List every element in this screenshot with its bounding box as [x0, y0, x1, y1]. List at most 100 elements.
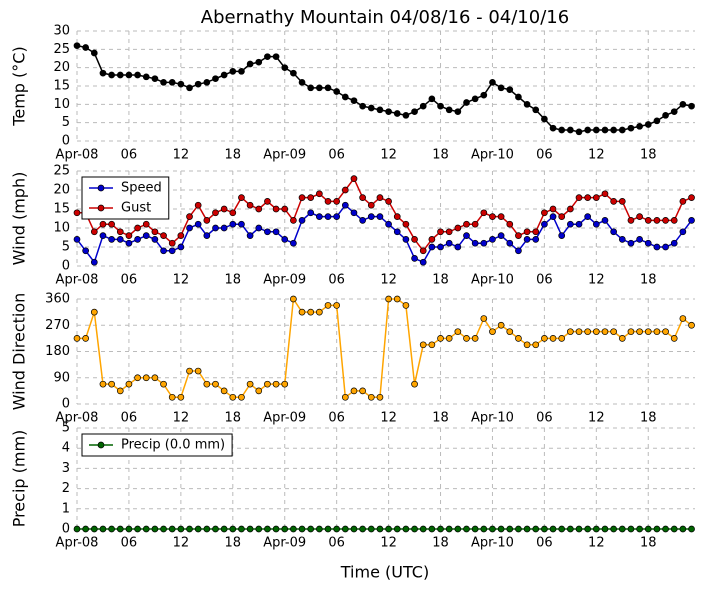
x-tick-label: Apr-08	[56, 411, 99, 426]
data-point	[316, 213, 323, 220]
data-point	[316, 84, 323, 92]
data-point	[636, 525, 643, 533]
x-tick-label: 18	[432, 536, 449, 551]
data-point	[324, 525, 332, 533]
data-point	[644, 328, 652, 336]
data-point	[618, 198, 626, 205]
data-point	[679, 315, 687, 322]
data-point	[523, 100, 531, 108]
data-point	[653, 328, 661, 336]
data-point	[670, 525, 678, 533]
data-point	[688, 321, 695, 329]
data-point	[246, 380, 254, 388]
data-point	[471, 525, 479, 533]
data-point	[636, 328, 643, 336]
x-tick-label: 18	[225, 411, 242, 426]
y-tick-label: 5	[62, 115, 70, 130]
data-point	[264, 525, 271, 533]
data-point	[644, 217, 652, 224]
data-point	[264, 228, 271, 236]
data-point	[679, 198, 687, 205]
data-point	[142, 525, 150, 533]
data-point	[194, 220, 202, 228]
data-point	[324, 84, 332, 92]
data-point	[99, 220, 107, 228]
data-point	[350, 387, 358, 395]
data-point	[428, 525, 436, 533]
data-point	[497, 321, 505, 329]
data-point	[99, 232, 107, 239]
data-point	[393, 110, 401, 117]
x-tick-label: 12	[588, 273, 605, 288]
data-point	[290, 69, 297, 77]
data-point	[592, 220, 600, 228]
data-point	[445, 239, 453, 247]
data-point	[82, 525, 90, 533]
data-point	[393, 213, 401, 220]
data-point	[627, 239, 635, 247]
data-point	[567, 205, 574, 213]
data-point	[203, 232, 211, 239]
data-point	[307, 308, 315, 316]
data-point	[73, 236, 81, 243]
data-point	[151, 236, 159, 243]
data-point	[229, 220, 237, 228]
data-point	[298, 308, 306, 316]
x-tick-label: Apr-10	[471, 148, 514, 163]
data-point	[168, 239, 176, 247]
data-point	[341, 393, 349, 401]
data-point	[497, 213, 505, 220]
data-point	[142, 73, 150, 81]
data-point	[376, 393, 384, 401]
data-point	[532, 236, 540, 243]
data-point	[385, 525, 392, 533]
x-tick-label: Apr-09	[263, 536, 306, 551]
data-point	[489, 236, 496, 243]
data-point	[212, 75, 219, 83]
data-point	[662, 243, 669, 251]
data-point	[255, 58, 263, 66]
data-point	[428, 236, 436, 243]
data-point	[316, 308, 323, 316]
data-point	[116, 228, 124, 236]
data-point	[272, 205, 280, 213]
data-point	[116, 71, 124, 79]
data-point	[316, 190, 323, 198]
data-point	[203, 78, 211, 86]
x-tick-label: 12	[173, 536, 190, 551]
data-point	[437, 228, 444, 236]
data-point	[212, 209, 219, 217]
data-point	[142, 232, 150, 239]
data-point	[419, 341, 427, 349]
data-point	[134, 224, 141, 232]
x-tick-label: 18	[432, 273, 449, 288]
data-point	[558, 126, 566, 134]
data-point	[627, 217, 635, 224]
data-point	[272, 380, 280, 388]
y-tick-label: 15	[53, 202, 70, 217]
x-tick-label: 06	[328, 273, 345, 288]
data-point	[549, 335, 557, 342]
data-point	[376, 106, 384, 114]
data-point	[73, 335, 81, 342]
data-point	[220, 205, 228, 213]
y-tick-label: 0	[62, 259, 70, 274]
data-point	[238, 194, 245, 201]
data-point	[653, 243, 661, 251]
data-point	[480, 239, 488, 247]
data-point	[142, 220, 150, 228]
data-point	[168, 393, 176, 401]
data-point	[454, 224, 462, 232]
data-point	[134, 236, 141, 243]
data-point	[463, 220, 470, 228]
legend-marker	[97, 204, 105, 212]
x-tick-label: 12	[588, 148, 605, 163]
data-point	[454, 328, 462, 336]
data-point	[402, 525, 410, 533]
data-point	[229, 393, 237, 401]
data-point	[688, 194, 695, 201]
data-point	[367, 213, 375, 220]
data-point	[229, 209, 237, 217]
data-point	[203, 380, 211, 388]
data-point	[134, 525, 141, 533]
